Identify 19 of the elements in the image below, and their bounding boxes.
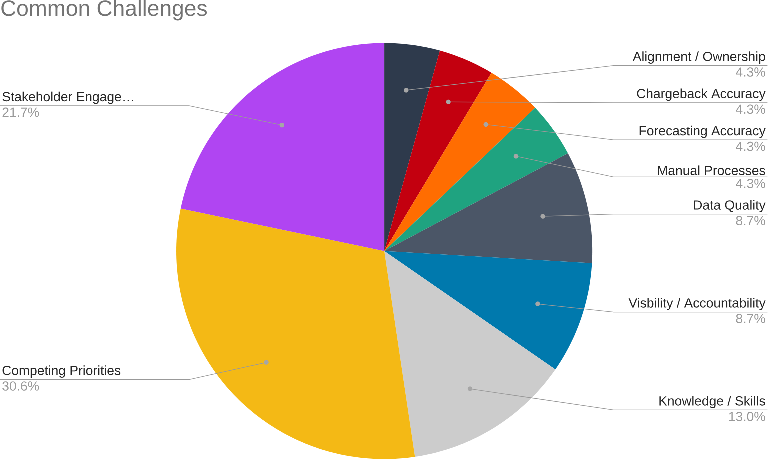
data-label: 8.7% [736, 314, 766, 324]
slice-label: Competing Priorities [2, 365, 121, 378]
data-label: 8.7% [736, 216, 766, 226]
slice-label: Forecasting Accuracy [640, 126, 766, 138]
slice-label: Manual Processes [658, 166, 766, 176]
data-label: 4.3% [736, 142, 766, 152]
data-label: 4.3% [736, 104, 766, 114]
data-label: 4.3% [736, 178, 766, 188]
slice-label: Chargeback Accuracy [637, 88, 766, 101]
slice-label: Alignment / Ownership [632, 51, 766, 64]
data-label: 4.3% [736, 67, 766, 77]
slice-label: Stakeholder Engage… [2, 92, 134, 104]
data-label: 21.7% [2, 108, 40, 117]
data-label: 30.6% [2, 381, 40, 391]
slice-label: Knowledge / Skills [660, 396, 766, 408]
data-label: 13.0% [729, 412, 766, 422]
slice-label: Data Quality [694, 200, 766, 212]
chart-title: Common Challenges [2, 0, 208, 21]
slice-label: Visbility / Accountability [628, 298, 766, 310]
